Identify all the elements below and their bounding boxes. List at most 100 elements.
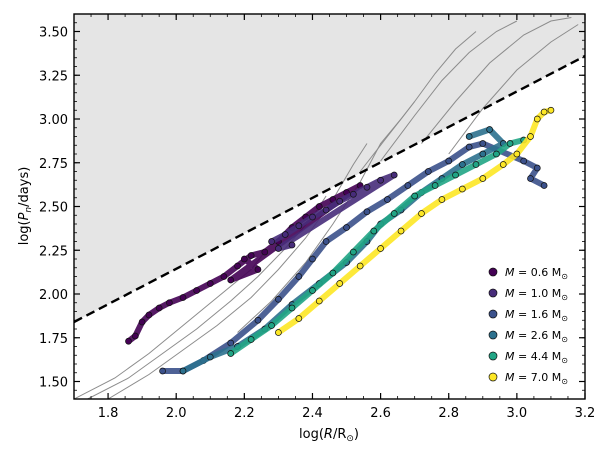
y-tick-label: 2.75	[39, 157, 68, 172]
gray-track	[421, 17, 572, 144]
data-point	[131, 332, 139, 340]
data-point	[268, 238, 275, 245]
axis-ticks: 1.8 2.0 2.2 2.4 2.6 2.8 3.0 3.2 1.50 1.75 2.00 2.25…	[39, 13, 596, 421]
data-point	[465, 143, 473, 151]
data-point	[465, 133, 473, 140]
data-point	[261, 248, 269, 256]
legend-label: M = 2.6 M⊙	[505, 329, 568, 344]
x-tick-label: 3.2	[575, 406, 596, 421]
data-point	[493, 150, 500, 158]
data-point	[295, 273, 303, 280]
data-point	[240, 255, 248, 263]
legend-label: M = 1.6 M⊙	[505, 308, 568, 323]
gray-track	[380, 20, 518, 162]
data-point	[227, 339, 235, 347]
shaded-region	[74, 14, 585, 322]
y-tick-label: 3.25	[39, 69, 68, 84]
data-points	[125, 106, 555, 375]
data-point	[275, 295, 282, 303]
data-point	[424, 168, 432, 175]
y-tick-label: 2.25	[39, 244, 68, 259]
data-point	[418, 210, 425, 217]
data-point	[227, 276, 235, 284]
data-point	[343, 224, 350, 231]
data-point	[166, 299, 173, 307]
data-point	[329, 269, 337, 277]
legend-marker	[488, 288, 498, 298]
data-point	[322, 206, 330, 214]
data-point	[268, 322, 275, 329]
data-point	[356, 262, 364, 270]
data-point	[281, 231, 289, 238]
data-point	[155, 304, 163, 312]
data-point	[533, 115, 541, 123]
data-point	[227, 350, 235, 357]
data-point	[363, 183, 371, 191]
legend-marker	[488, 351, 498, 361]
data-point	[247, 252, 255, 259]
data-point	[220, 273, 228, 280]
legend-label: M = 7.0 M⊙	[505, 371, 568, 386]
data-point	[336, 280, 344, 287]
data-point	[315, 297, 323, 305]
data-point	[309, 213, 316, 221]
data-point	[145, 311, 153, 319]
data-point	[533, 164, 541, 172]
legend-marker	[488, 267, 498, 277]
data-point	[125, 337, 132, 345]
data-point	[377, 245, 384, 252]
data-point	[479, 140, 487, 147]
data-point	[193, 287, 200, 294]
data-point	[411, 192, 419, 200]
plot-area	[73, 13, 586, 400]
data-point	[349, 248, 357, 256]
data-point	[363, 208, 371, 216]
y-tick-label: 2.50	[39, 201, 68, 216]
legend-label: M = 1.0 M⊙	[505, 287, 568, 302]
data-point	[479, 150, 487, 158]
series-band	[227, 137, 527, 357]
data-point	[138, 318, 146, 326]
data-point	[390, 171, 398, 179]
data-point	[513, 150, 521, 158]
data-point	[499, 161, 507, 168]
data-point	[384, 196, 391, 203]
data-point	[336, 197, 344, 205]
x-axis-label: log(R/R⊙)	[299, 427, 359, 444]
data-point	[206, 280, 214, 287]
data-point	[479, 175, 487, 182]
gray-track	[107, 143, 368, 399]
data-point	[452, 171, 459, 179]
data-point	[309, 287, 316, 294]
y-tick-label: 3.50	[39, 26, 68, 41]
data-point	[377, 176, 384, 184]
x-tick-label: 2.6	[370, 406, 391, 421]
data-point	[540, 182, 548, 189]
data-point	[254, 316, 262, 324]
y-axis-label: log(Pn/days)	[17, 167, 34, 246]
x-tick-label: 2.4	[302, 406, 323, 421]
data-point	[397, 227, 405, 235]
data-point	[309, 255, 316, 263]
data-point	[349, 190, 357, 198]
data-point	[520, 157, 528, 165]
gray-track	[448, 24, 579, 155]
legend-marker	[488, 330, 498, 340]
data-point	[275, 329, 282, 336]
y-tick-label: 3.00	[39, 113, 68, 128]
legend: M = 0.6 M⊙ M = 1.0 M⊙ M = 1.6 M⊙ M = 2.6 M⊙…	[488, 266, 568, 386]
data-point	[206, 353, 214, 361]
data-point	[288, 304, 296, 312]
data-point	[295, 315, 303, 322]
boundary-line	[73, 54, 586, 324]
data-point	[315, 203, 323, 210]
data-point	[506, 140, 514, 147]
legend-label: M = 0.6 M⊙	[505, 266, 568, 281]
gray-track	[359, 31, 477, 172]
y-tick-label: 1.75	[39, 332, 68, 347]
data-point	[179, 294, 187, 301]
data-point	[179, 367, 187, 375]
x-tick-label: 2.0	[166, 406, 187, 421]
x-tick-label: 2.2	[234, 406, 255, 421]
